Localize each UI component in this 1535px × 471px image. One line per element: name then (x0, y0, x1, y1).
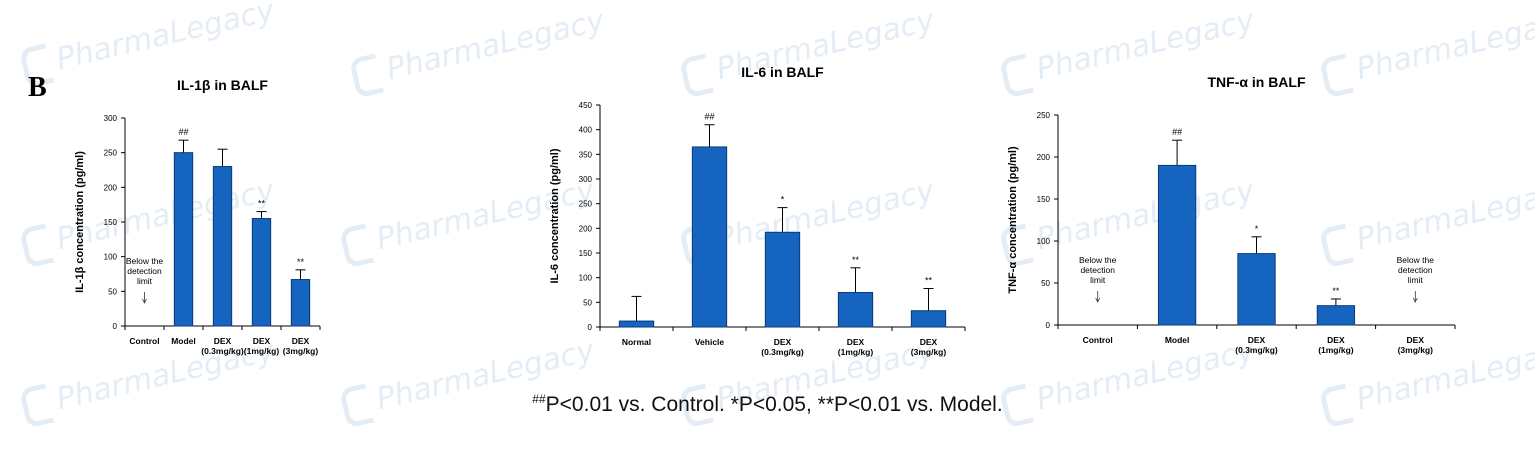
tnfa-bar-chart: TNF-α in BALF TNF-α concentration (pg/ml)… (1007, 74, 1456, 355)
annotation-text: limit (137, 276, 153, 286)
x-tick-label: DEX (214, 336, 232, 346)
x-tick-label: (1mg/kg) (838, 347, 874, 357)
footnote-superscript: ## (532, 392, 546, 406)
bar (837, 291, 874, 328)
y-tick-label: 150 (104, 218, 118, 227)
il6-bar-chart: IL-6 in BALF IL-6 concentration (pg/ml) 0 5… (549, 64, 966, 357)
y-tick-label: 200 (579, 224, 593, 233)
annotation-text: Below the (1079, 255, 1117, 265)
y-tick-label: 100 (104, 253, 118, 262)
significance-mark: ## (704, 112, 714, 122)
y-tick-label: 250 (1037, 111, 1051, 120)
bar (1316, 305, 1356, 326)
chart-title: IL-6 in BALF (741, 64, 824, 80)
bar (1157, 164, 1197, 326)
significance-mark: ** (1332, 286, 1340, 296)
y-axis-label: IL-1β concentration (pg/ml) (74, 151, 86, 293)
x-tick-label: Model (1165, 335, 1190, 345)
annotation-text: limit (1408, 275, 1424, 285)
y-tick-label: 200 (104, 183, 118, 192)
x-tick-label: Control (1083, 335, 1113, 345)
x-tick-label: DEX (1407, 335, 1425, 345)
x-tick-label: (3mg/kg) (1398, 345, 1434, 355)
y-tick-label: 150 (1037, 195, 1051, 204)
x-tick-label: (3mg/kg) (283, 346, 319, 356)
panel-label: B (28, 72, 47, 103)
y-tick-label: 0 (113, 322, 118, 331)
annotation-text: detection (1398, 265, 1433, 275)
significance-mark: ## (1172, 127, 1182, 137)
y-tick-label: 350 (579, 150, 593, 159)
y-tick-label: 0 (588, 323, 593, 332)
x-tick-label: (3mg/kg) (911, 347, 947, 357)
annotation-text: detection (127, 266, 162, 276)
y-tick-label: 250 (579, 200, 593, 209)
bar (251, 218, 272, 327)
bar (212, 166, 233, 327)
bar (290, 279, 311, 327)
y-tick-label: 250 (104, 149, 118, 158)
x-tick-label: Control (129, 336, 159, 346)
bar (691, 146, 728, 328)
y-tick-label: 300 (104, 114, 118, 123)
y-tick-label: 400 (579, 126, 593, 135)
bar (910, 310, 947, 328)
annotation-text: limit (1090, 275, 1106, 285)
x-tick-label: DEX (1327, 335, 1345, 345)
y-tick-label: 300 (579, 175, 593, 184)
significance-mark: * (781, 195, 785, 205)
y-axis-label: TNF-α concentration (pg/ml) (1007, 146, 1019, 294)
annotation-arrowhead (1095, 297, 1101, 303)
x-tick-label: Normal (622, 337, 651, 347)
significance-mark: ## (178, 127, 188, 137)
significance-mark: ** (925, 276, 933, 286)
annotation-arrowhead (1412, 297, 1418, 303)
annotation-text: Below the (126, 256, 164, 266)
chart-title: IL-1β in BALF (177, 77, 268, 93)
x-tick-label: Vehicle (695, 337, 725, 347)
x-tick-label: DEX (292, 336, 310, 346)
bar (618, 320, 655, 328)
annotation-text: detection (1080, 265, 1115, 275)
y-tick-label: 100 (1037, 237, 1051, 246)
y-tick-label: 450 (579, 101, 593, 110)
significance-mark: ** (258, 199, 266, 209)
x-tick-label: DEX (774, 337, 792, 347)
y-tick-label: 100 (579, 274, 593, 283)
x-tick-label: (0.3mg/kg) (761, 347, 804, 357)
x-tick-label: DEX (847, 337, 865, 347)
y-tick-label: 200 (1037, 153, 1051, 162)
chart-title: TNF-α in BALF (1207, 74, 1305, 90)
significance-footnote: ##P<0.01 vs. Control. *P<0.05, **P<0.01 … (0, 392, 1535, 417)
x-tick-label: Model (171, 336, 196, 346)
x-tick-label: DEX (920, 337, 938, 347)
bar (1237, 253, 1276, 326)
bar (764, 231, 801, 328)
y-tick-label: 50 (1041, 279, 1050, 288)
significance-mark: * (1255, 224, 1259, 234)
x-tick-label: (1mg/kg) (1318, 345, 1354, 355)
annotation-text: Below the (1397, 255, 1435, 265)
significance-mark: ** (297, 257, 305, 267)
x-tick-label: (1mg/kg) (244, 346, 280, 356)
y-tick-label: 0 (1046, 321, 1051, 330)
il1b-bar-chart: IL-1β in BALF IL-1β concentration (pg/ml)… (74, 77, 321, 356)
x-tick-label: DEX (1248, 335, 1266, 345)
annotation-arrowhead (142, 298, 147, 304)
significance-mark: ** (852, 255, 860, 265)
y-tick-label: 150 (579, 249, 593, 258)
x-tick-label: (0.3mg/kg) (201, 346, 244, 356)
x-tick-label: DEX (253, 336, 271, 346)
x-tick-label: (0.3mg/kg) (1235, 345, 1278, 355)
y-tick-label: 50 (108, 287, 117, 296)
bar (173, 152, 194, 327)
y-axis-label: IL-6 concentration (pg/ml) (549, 148, 561, 283)
y-tick-label: 50 (583, 298, 592, 307)
footnote-text: P<0.01 vs. Control. *P<0.05, **P<0.01 vs… (545, 393, 1003, 416)
